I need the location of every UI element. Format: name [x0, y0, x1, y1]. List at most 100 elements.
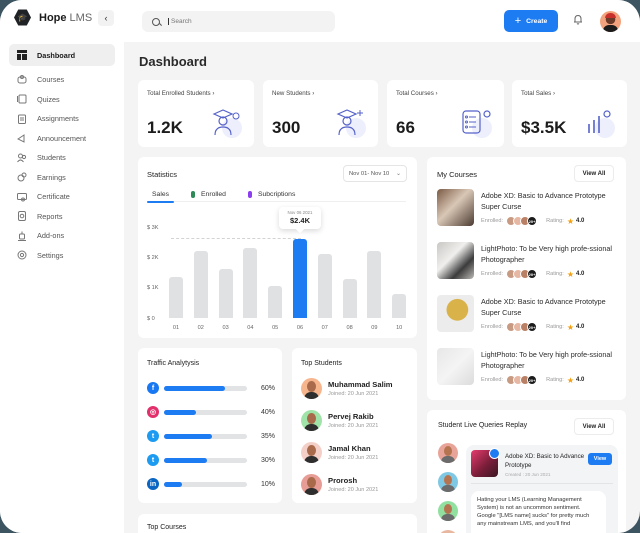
rating-value: 4.0 [575, 377, 585, 383]
traffic-row: f 60% [147, 382, 275, 394]
tab-subcriptions[interactable]: Subcriptions [243, 187, 300, 201]
course-thumbnail [437, 295, 474, 332]
rating-label: Rating: [546, 324, 564, 330]
chart-bar[interactable] [169, 277, 183, 318]
traffic-progress-bar [164, 433, 247, 439]
top-student-item[interactable]: Jamal Khan Joined: 20 Jun 2021 [301, 442, 378, 463]
enrolled-label: Enrolled: [481, 271, 504, 277]
student-name: Pervej Rakib [328, 412, 374, 421]
tab-enrolled[interactable]: Enrolled [186, 187, 231, 201]
statistics-card: Statistics Nov 01- Nov 10 ⌄ Sales Enroll… [138, 157, 417, 338]
twitter-icon: t [147, 454, 159, 466]
user-avatar[interactable] [600, 11, 621, 32]
sidebar-item-students[interactable]: Students [9, 148, 115, 168]
star-icon: ★ [566, 375, 574, 385]
notification-bell-icon[interactable] [573, 14, 583, 28]
traffic-percentage: 35% [260, 432, 275, 440]
x-tick: 07 [321, 325, 328, 331]
star-icon: ★ [566, 269, 574, 279]
stat-label: Total Sales › [521, 90, 556, 97]
date-range-select[interactable]: Nov 01- Nov 10 ⌄ [343, 165, 407, 182]
assignments-icon [17, 114, 27, 124]
sidebar-item-courses[interactable]: Courses [9, 70, 115, 90]
top-student-item[interactable]: Muhammad Salim Joined: 20 Jun 2021 [301, 378, 393, 399]
query-student-avatar[interactable] [438, 530, 458, 533]
my-courses-card: My Courses View All Adobe XD: Basic to A… [427, 157, 626, 400]
query-student-avatar[interactable] [438, 443, 458, 463]
x-tick: 06 [296, 325, 304, 331]
course-item[interactable]: Adobe XD: Basic to Advance Prototype Sup… [437, 189, 623, 229]
query-view-button[interactable]: View [588, 453, 612, 465]
sidebar-item-dashboard[interactable]: Dashboard [9, 44, 115, 66]
statistics-tabs: Sales Enrolled Subcriptions [147, 187, 406, 203]
sidebar-item-earnings[interactable]: Earnings [9, 168, 115, 188]
student-name: Muhammad Salim [328, 380, 393, 389]
student-avatar [301, 410, 322, 431]
search-box[interactable] [142, 11, 335, 32]
course-item[interactable]: LightPhoto: To be Very high profe-ssiona… [437, 348, 623, 388]
chart-bar[interactable] [293, 239, 307, 318]
stat-card-new-students[interactable]: New Students › 300 [263, 80, 378, 147]
course-title: Adobe XD: Basic to Advance Prototype Sup… [481, 297, 606, 317]
traffic-row: in 10% [147, 478, 275, 490]
sidebar-item-quizes[interactable]: Quizes [9, 90, 115, 110]
chart-bar[interactable] [268, 286, 283, 318]
course-thumbnail [437, 348, 474, 385]
search-input[interactable] [168, 18, 318, 25]
enrolled-avatars: 20+ [506, 269, 538, 279]
sidebar-item-reports[interactable]: Reports [9, 207, 115, 227]
traffic-percentage: 10% [260, 480, 275, 488]
sales-bar-chart: $ 3K $ 2K $ 1K $ 0 Nov 06 2021 $2.4K 01 0… [147, 207, 409, 331]
search-icon [152, 17, 160, 26]
brand[interactable]: 🎓 Hope LMS [14, 9, 92, 26]
highlight-guide-line [171, 238, 301, 239]
course-item[interactable]: LightPhoto: To be Very high profe-ssiona… [437, 242, 623, 282]
sidebar-item-certificate[interactable]: Certificate [9, 187, 115, 207]
chart-bar[interactable] [367, 251, 382, 318]
plus-icon: + [514, 15, 522, 27]
sidebar-item-announcement[interactable]: Announcement [9, 129, 115, 149]
top-student-item[interactable]: Pervej Rakib Joined: 20 Jun 2021 [301, 410, 378, 431]
stat-value: 66 [396, 118, 415, 137]
query-student-avatar[interactable] [438, 472, 458, 492]
top-student-item[interactable]: Prorosh Joined: 20 Jun 2021 [301, 474, 378, 495]
sidebar-item-label: Announcement [37, 133, 87, 143]
chart-bar[interactable] [317, 254, 332, 318]
twitter-icon: t [147, 430, 159, 442]
traffic-progress-fill [164, 457, 208, 463]
traffic-percentage: 30% [260, 456, 275, 464]
stat-card-total-sales[interactable]: Total Sales › $3.5K [512, 80, 627, 147]
chart-bar[interactable] [392, 293, 407, 318]
stat-card-total-enrolled[interactable]: Total Enrolled Students › 1.2K [138, 80, 254, 147]
live-queries-view-all-button[interactable]: View All [574, 418, 614, 435]
query-student-avatar[interactable] [438, 501, 458, 521]
sidebar-item-addons[interactable]: Add-ons [9, 226, 115, 246]
course-item[interactable]: Adobe XD: Basic to Advance Prototype Sup… [437, 295, 623, 335]
course-thumbnail [437, 189, 474, 226]
star-icon: ★ [566, 322, 574, 332]
sidebar-item-settings[interactable]: Settings [9, 246, 115, 266]
instagram-icon: ◎ [147, 406, 159, 418]
sidebar-item-assignments[interactable]: Assignments [9, 109, 115, 129]
student-name: Jamal Khan [328, 444, 371, 453]
stat-card-total-courses[interactable]: Total Courses › 66 [387, 80, 504, 147]
reports-icon [17, 211, 27, 222]
tab-sales[interactable]: Sales [147, 187, 175, 203]
chart-bar[interactable] [342, 278, 357, 318]
certificate-icon [17, 192, 27, 202]
student-joined-date: Joined: 20 Jun 2021 [328, 455, 379, 461]
create-button[interactable]: + Create [504, 10, 558, 32]
x-tick: 05 [272, 325, 279, 331]
checklist-icon [460, 108, 492, 138]
chart-bar[interactable] [193, 251, 208, 318]
create-label: Create [526, 17, 548, 25]
tooltip-date: Nov 06 2021 [287, 210, 313, 215]
course-title: Adobe XD: Basic to Advance Prototype Sup… [481, 191, 606, 211]
chart-bar[interactable] [243, 248, 258, 318]
stat-value: 300 [272, 118, 301, 137]
collapse-sidebar-button[interactable]: ‹ [98, 10, 114, 26]
x-tick: 02 [197, 325, 204, 331]
my-courses-view-all-button[interactable]: View All [574, 165, 614, 182]
chart-bar[interactable] [218, 269, 233, 318]
my-courses-title: My Courses [437, 170, 478, 179]
